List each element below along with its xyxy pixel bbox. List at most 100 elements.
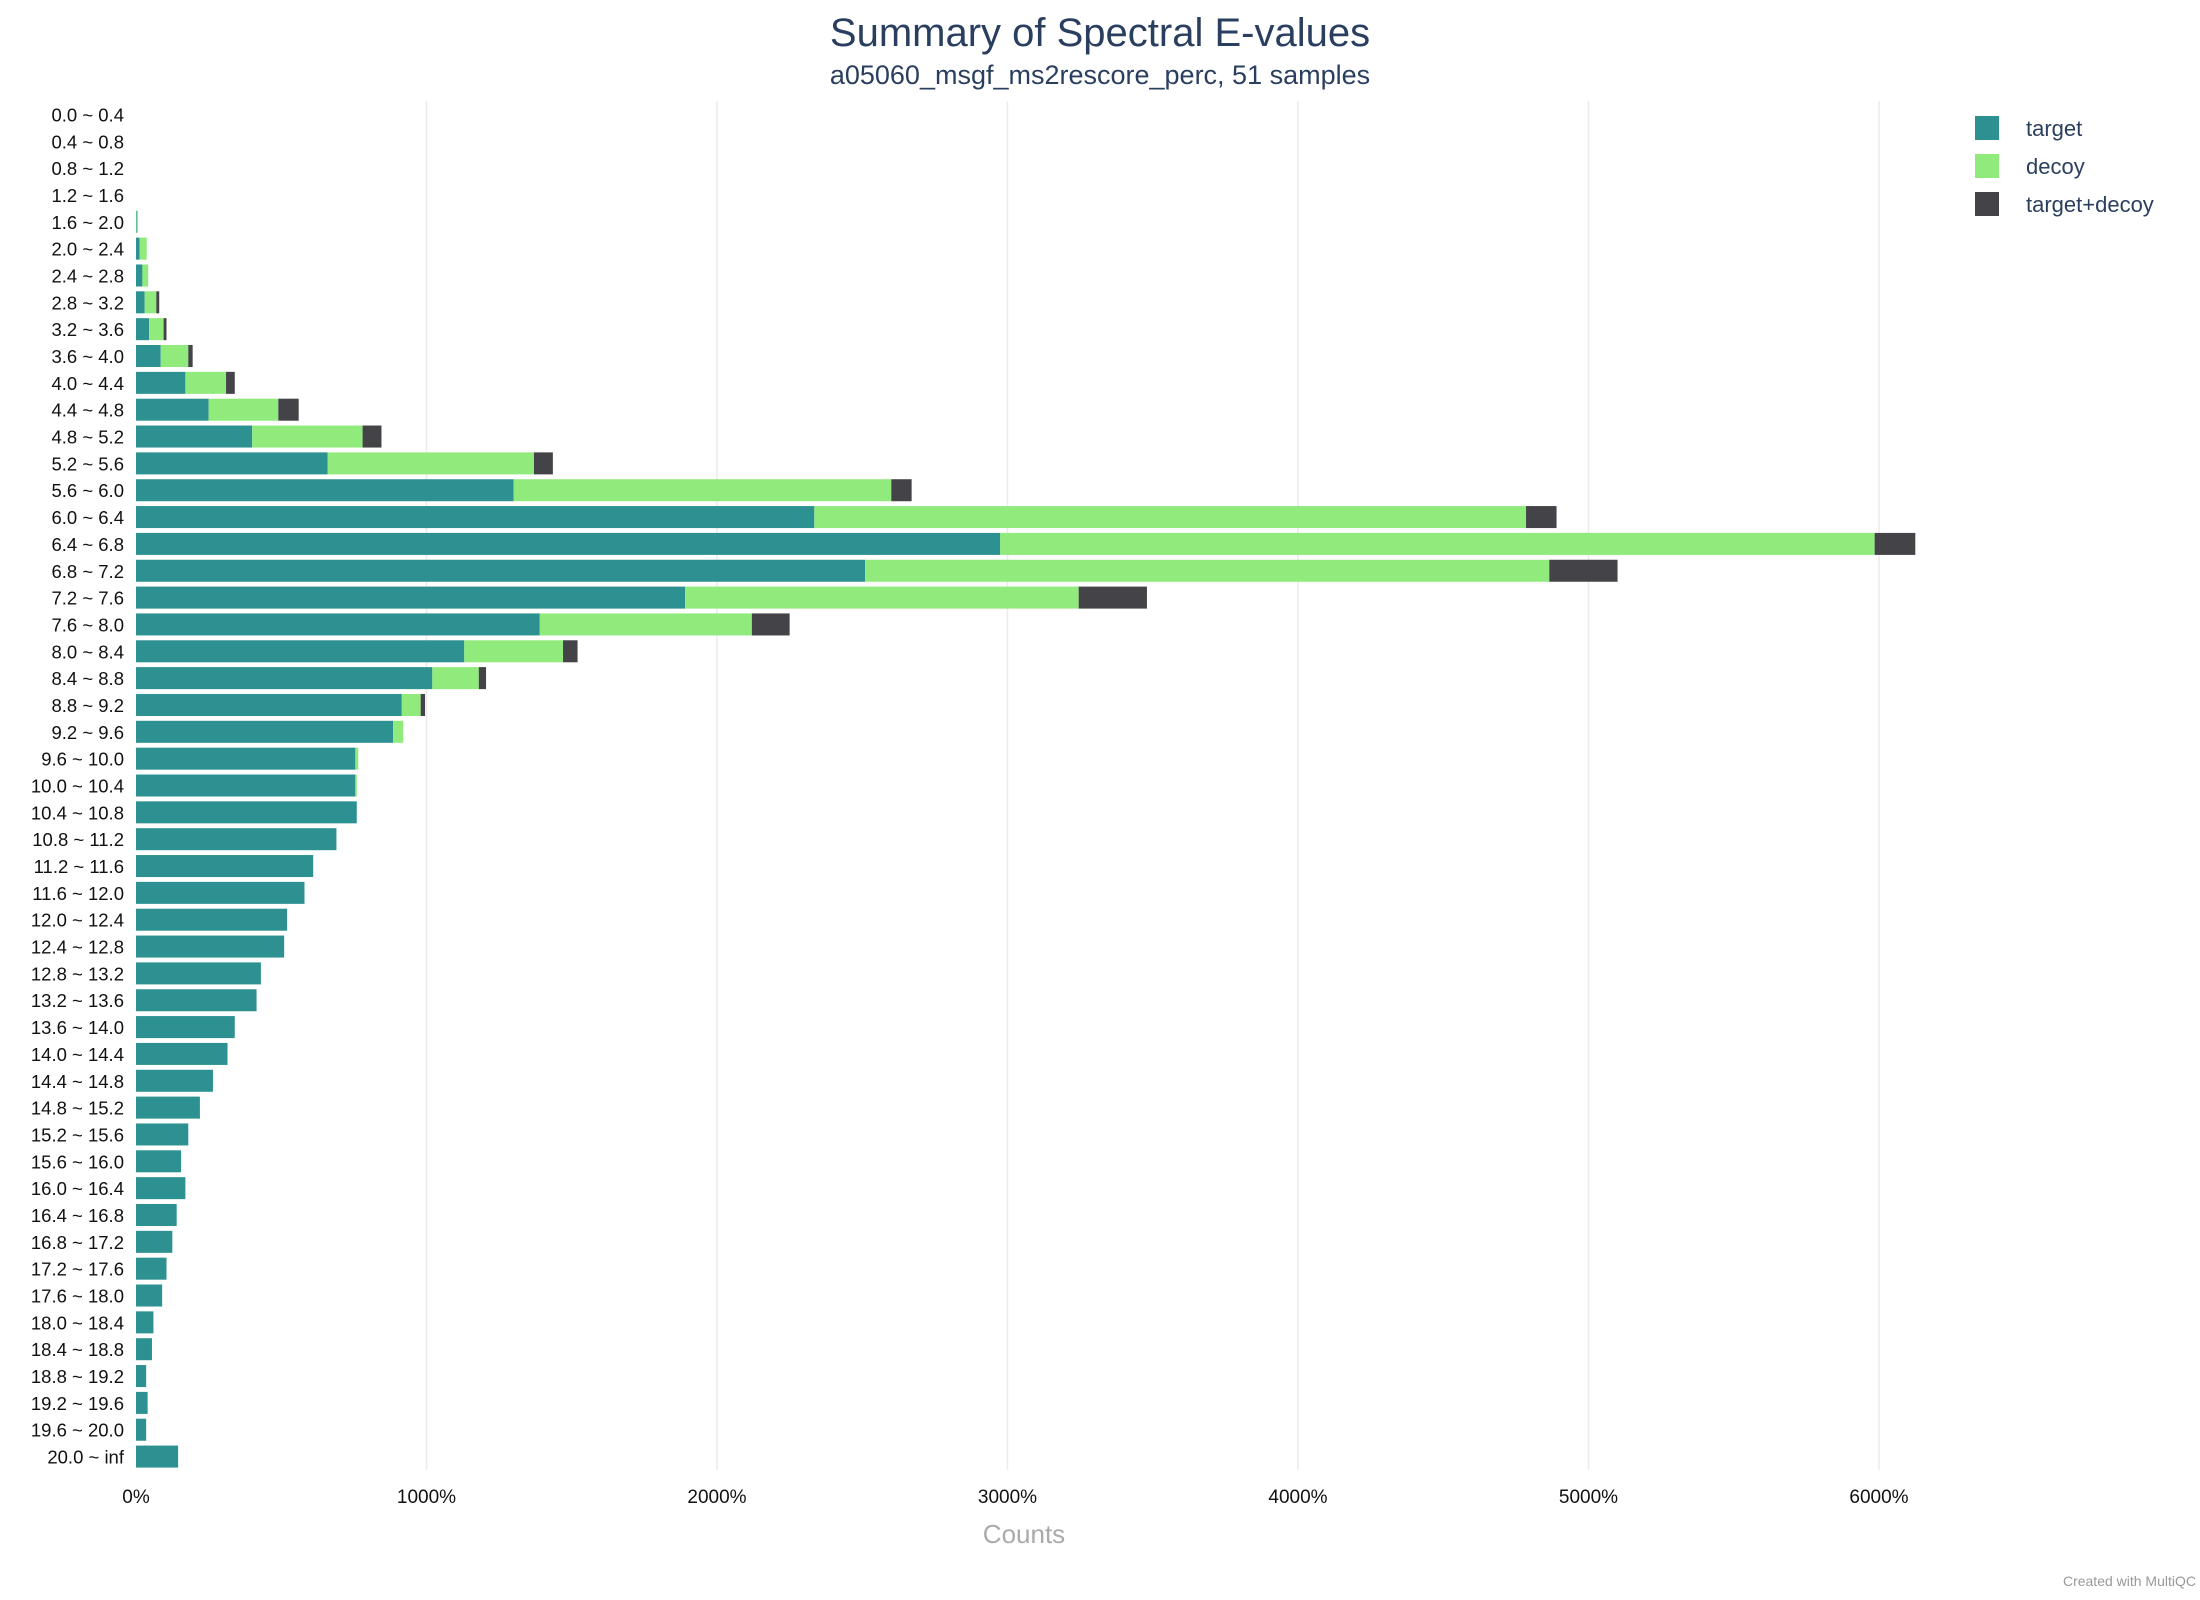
bar-target-plus-decoy[interactable] bbox=[1549, 559, 1618, 582]
bar-target[interactable] bbox=[136, 855, 314, 878]
bar-decoy[interactable] bbox=[393, 720, 404, 743]
bar-target[interactable] bbox=[136, 1069, 213, 1092]
bar-target[interactable] bbox=[136, 667, 433, 690]
bar-target-plus-decoy[interactable] bbox=[163, 318, 167, 341]
bar-target[interactable] bbox=[136, 1042, 228, 1065]
bar-decoy[interactable] bbox=[814, 506, 1527, 529]
bar-target-plus-decoy[interactable] bbox=[1526, 506, 1557, 529]
bar-target[interactable] bbox=[136, 1203, 177, 1226]
bar-target[interactable] bbox=[136, 693, 402, 716]
bar-target[interactable] bbox=[136, 506, 815, 529]
bar-target-plus-decoy[interactable] bbox=[751, 613, 790, 636]
bar-target[interactable] bbox=[136, 774, 356, 797]
legend-swatch[interactable] bbox=[1975, 154, 1999, 178]
bar-target[interactable] bbox=[136, 1123, 189, 1146]
bar-target[interactable] bbox=[136, 1016, 235, 1039]
bar-target-plus-decoy[interactable] bbox=[420, 693, 426, 716]
bar-decoy[interactable] bbox=[327, 452, 534, 475]
bar-decoy[interactable] bbox=[355, 774, 357, 797]
legend-label[interactable]: target+decoy bbox=[2026, 192, 2154, 217]
bar-target[interactable] bbox=[136, 935, 285, 958]
y-tick-label: 10.4 ~ 10.8 bbox=[31, 802, 124, 823]
bar-decoy[interactable] bbox=[432, 667, 479, 690]
bars bbox=[136, 210, 1916, 1468]
bar-target[interactable] bbox=[136, 720, 394, 743]
bar-target[interactable] bbox=[136, 318, 150, 341]
bar-decoy[interactable] bbox=[144, 291, 157, 314]
bar-decoy[interactable] bbox=[865, 559, 1550, 582]
bar-target[interactable] bbox=[136, 1096, 200, 1119]
bar-target-plus-decoy[interactable] bbox=[533, 452, 553, 475]
bar-target[interactable] bbox=[136, 1177, 186, 1200]
bar-decoy[interactable] bbox=[1000, 532, 1875, 555]
bar-target[interactable] bbox=[136, 345, 161, 368]
bar-target[interactable] bbox=[136, 962, 261, 985]
bar-target[interactable] bbox=[136, 640, 465, 663]
bar-target[interactable] bbox=[136, 1284, 163, 1307]
legend-label[interactable]: decoy bbox=[2026, 154, 2085, 179]
bar-target[interactable] bbox=[136, 828, 337, 851]
bar-target[interactable] bbox=[136, 425, 253, 448]
bar-target-plus-decoy[interactable] bbox=[1078, 586, 1147, 609]
bar-target-plus-decoy[interactable] bbox=[1874, 532, 1916, 555]
bar-target[interactable] bbox=[136, 291, 145, 314]
bar-target[interactable] bbox=[136, 613, 540, 636]
bar-decoy[interactable] bbox=[136, 210, 139, 233]
legend-label[interactable]: target bbox=[2026, 116, 2082, 141]
bar-target[interactable] bbox=[136, 1311, 154, 1334]
bar-target[interactable] bbox=[136, 264, 143, 287]
x-tick-label: 3000% bbox=[978, 1487, 1037, 1508]
bar-target-plus-decoy[interactable] bbox=[478, 667, 487, 690]
bar-target[interactable] bbox=[136, 989, 257, 1012]
bar-target[interactable] bbox=[136, 1391, 148, 1414]
bar-target[interactable] bbox=[136, 1445, 179, 1468]
x-tick-labels: 0% 1000% 2000% 3000% 4000% 5000% 6000% bbox=[122, 1487, 1908, 1508]
bar-target[interactable] bbox=[136, 1418, 147, 1441]
bar-target[interactable] bbox=[136, 452, 328, 475]
bar-target-plus-decoy[interactable] bbox=[278, 398, 299, 421]
bar-target-plus-decoy[interactable] bbox=[563, 640, 578, 663]
bar-target-plus-decoy[interactable] bbox=[891, 479, 912, 502]
y-tick-label: 2.0 ~ 2.4 bbox=[51, 239, 124, 260]
bar-decoy[interactable] bbox=[160, 345, 189, 368]
bar-target[interactable] bbox=[136, 1257, 167, 1280]
bar-decoy[interactable] bbox=[464, 640, 564, 663]
bar-target-plus-decoy[interactable] bbox=[188, 345, 193, 368]
legend[interactable]: target decoy target+decoy bbox=[1975, 116, 2154, 217]
bar-decoy[interactable] bbox=[149, 318, 164, 341]
bar-target-plus-decoy[interactable] bbox=[156, 291, 160, 314]
bar-target[interactable] bbox=[136, 371, 186, 394]
bar-target[interactable] bbox=[136, 398, 209, 421]
bar-decoy[interactable] bbox=[401, 693, 421, 716]
bar-decoy[interactable] bbox=[513, 479, 892, 502]
bar-target[interactable] bbox=[136, 1150, 182, 1173]
bar-target[interactable] bbox=[136, 210, 137, 233]
bar-target[interactable] bbox=[136, 586, 686, 609]
bar-target[interactable] bbox=[136, 1338, 152, 1361]
bar-target[interactable] bbox=[136, 237, 140, 260]
bar-decoy[interactable] bbox=[252, 425, 363, 448]
bar-target[interactable] bbox=[136, 559, 866, 582]
bar-decoy[interactable] bbox=[208, 398, 279, 421]
legend-swatch[interactable] bbox=[1975, 116, 1999, 140]
bar-decoy[interactable] bbox=[355, 747, 359, 770]
bar-target[interactable] bbox=[136, 747, 356, 770]
bar-decoy[interactable] bbox=[685, 586, 1079, 609]
y-tick-label: 20.0 ~ inf bbox=[47, 1447, 124, 1468]
bar-target[interactable] bbox=[136, 479, 514, 502]
bar-target[interactable] bbox=[136, 908, 288, 931]
bar-decoy[interactable] bbox=[539, 613, 752, 636]
bar-target-plus-decoy[interactable] bbox=[362, 425, 382, 448]
bar-decoy[interactable] bbox=[185, 371, 227, 394]
bar-target[interactable] bbox=[136, 881, 305, 904]
bar-target[interactable] bbox=[136, 532, 1001, 555]
y-tick-label: 10.0 ~ 10.4 bbox=[31, 776, 124, 797]
bar-decoy[interactable] bbox=[142, 264, 149, 287]
chart-title: Summary of Spectral E-values bbox=[830, 11, 1370, 55]
legend-swatch[interactable] bbox=[1975, 192, 1999, 216]
bar-decoy[interactable] bbox=[139, 237, 147, 260]
bar-target[interactable] bbox=[136, 801, 357, 824]
bar-target[interactable] bbox=[136, 1230, 173, 1253]
bar-target-plus-decoy[interactable] bbox=[226, 371, 235, 394]
bar-target[interactable] bbox=[136, 1365, 147, 1388]
